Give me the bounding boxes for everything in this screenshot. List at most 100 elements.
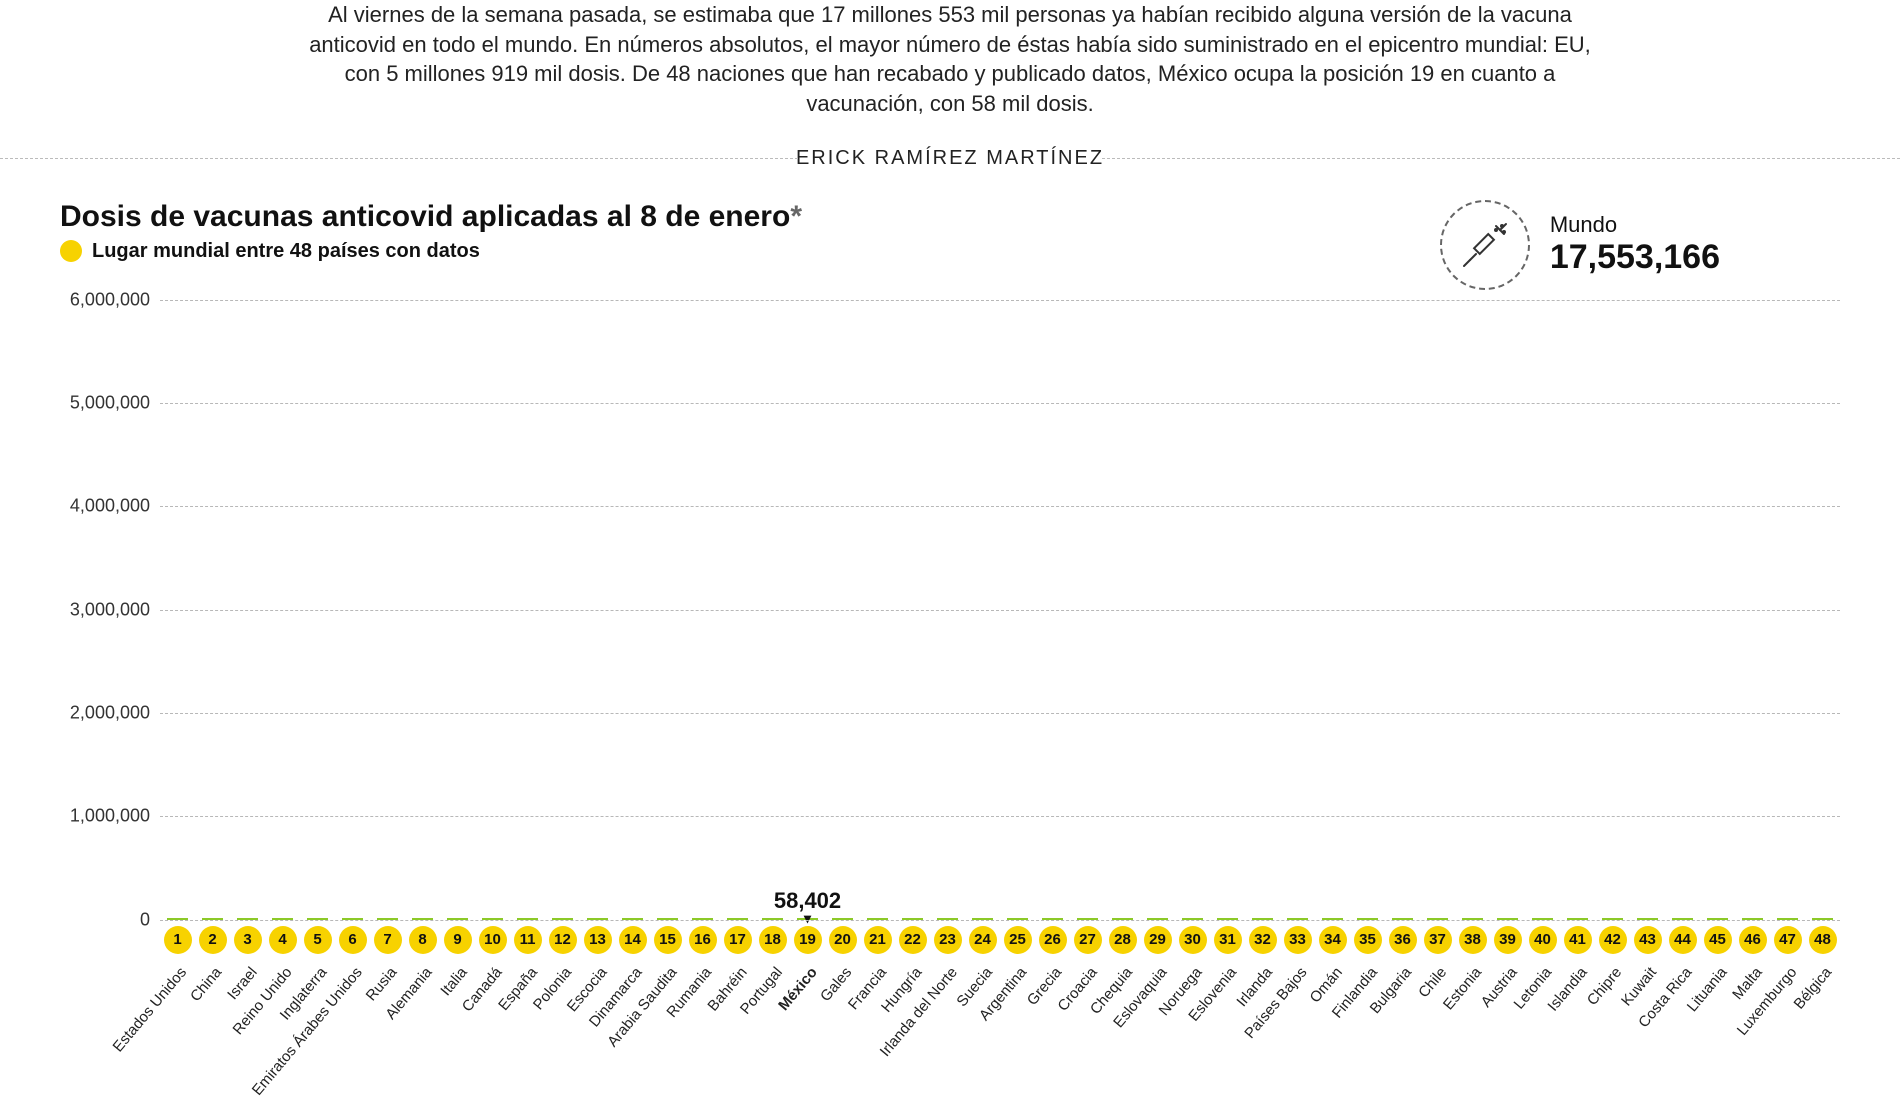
rank-badge: 14 <box>619 926 647 954</box>
rank-badge: 33 <box>1284 926 1312 954</box>
rank-badge: 45 <box>1704 926 1732 954</box>
x-axis-slot: 35Finlandia <box>1350 920 1385 954</box>
x-axis-slot: 28Chequia <box>1105 920 1140 954</box>
x-axis-slot: 6Emiratos Árabes Unidos <box>335 920 370 954</box>
rank-badge: 44 <box>1669 926 1697 954</box>
rank-badge: 28 <box>1109 926 1137 954</box>
country-label: China <box>187 964 225 1005</box>
x-axis-slot: 37Chile <box>1420 920 1455 954</box>
x-axis-slot: 44Costa Rica <box>1665 920 1700 954</box>
x-axis-slot: 4Reino Unido <box>265 920 300 954</box>
rank-badge: 46 <box>1739 926 1767 954</box>
x-axis-slot: 11España <box>510 920 545 954</box>
rank-dot-icon <box>60 240 82 262</box>
gridline <box>160 300 1840 301</box>
rank-badge: 12 <box>549 926 577 954</box>
x-axis-slot: 36Bulgaria <box>1385 920 1420 954</box>
gridline <box>160 816 1840 817</box>
rank-badge: 36 <box>1389 926 1417 954</box>
rank-badge: 41 <box>1564 926 1592 954</box>
country-label: Italia <box>437 964 470 999</box>
rank-badge: 22 <box>899 926 927 954</box>
chart-area: 58,402 01,000,0002,000,0003,000,0004,000… <box>0 300 1900 954</box>
rank-badge: 30 <box>1179 926 1207 954</box>
x-axis-slot: 48Bélgica <box>1805 920 1840 954</box>
x-axis-slot: 27Croacia <box>1070 920 1105 954</box>
x-axis-slot: 1Estados Unidos <box>160 920 195 954</box>
country-label: Estados Unidos <box>110 964 191 1055</box>
x-axis-slot: 9Italia <box>440 920 475 954</box>
x-axis-slot: 2China <box>195 920 230 954</box>
rank-badge: 3 <box>234 926 262 954</box>
x-axis-slot: 20Gales <box>825 920 860 954</box>
x-axis-slot: 21Francia <box>860 920 895 954</box>
chart-title-asterisk: * <box>790 200 802 233</box>
rank-badge: 1 <box>164 926 192 954</box>
rank-badge: 21 <box>864 926 892 954</box>
x-axis-slot: 47Luxemburgo <box>1770 920 1805 954</box>
x-axis-slot: 32Irlanda <box>1245 920 1280 954</box>
rank-badge: 37 <box>1424 926 1452 954</box>
rank-badge: 11 <box>514 926 542 954</box>
x-axis-slot: 42Chipre <box>1595 920 1630 954</box>
world-total-text: Mundo 17,553,166 <box>1550 212 1720 277</box>
x-axis-slot: 14Dinamarca <box>615 920 650 954</box>
y-tick-label: 0 <box>50 909 150 930</box>
x-axis-slot: 3Israel <box>230 920 265 954</box>
x-axis-slot: 39Austria <box>1490 920 1525 954</box>
rank-badge: 20 <box>829 926 857 954</box>
world-total-block: Mundo 17,553,166 <box>1440 200 1840 290</box>
x-axis-slot: 46Malta <box>1735 920 1770 954</box>
rank-badge: 39 <box>1494 926 1522 954</box>
rank-badge: 13 <box>584 926 612 954</box>
gridline <box>160 506 1840 507</box>
x-axis-slot: 5Inglaterra <box>300 920 335 954</box>
author-divider: ERICK RAMÍREZ MARTÍNEZ <box>0 147 1900 170</box>
rank-badge: 42 <box>1599 926 1627 954</box>
rank-badge: 2 <box>199 926 227 954</box>
rank-badge: 40 <box>1529 926 1557 954</box>
author-name: ERICK RAMÍREZ MARTÍNEZ <box>776 147 1124 170</box>
x-axis-slot: 33Países Bajos <box>1280 920 1315 954</box>
y-tick-label: 6,000,000 <box>50 289 150 310</box>
x-axis-slot: 13Escocia <box>580 920 615 954</box>
rank-badge: 15 <box>654 926 682 954</box>
x-axis-slot: 24Suecia <box>965 920 1000 954</box>
description-text: Al viernes de la semana pasada, se estim… <box>0 0 1900 137</box>
rank-badge: 35 <box>1354 926 1382 954</box>
x-axis-slot: 10Canadá <box>475 920 510 954</box>
x-axis-slot: 19México <box>790 920 825 954</box>
rank-badge: 9 <box>444 926 472 954</box>
country-label: Estonia <box>1440 964 1485 1013</box>
rank-badge: 6 <box>339 926 367 954</box>
rank-badge: 24 <box>969 926 997 954</box>
rank-badge: 26 <box>1039 926 1067 954</box>
rank-badge: 16 <box>689 926 717 954</box>
rank-badge: 17 <box>724 926 752 954</box>
gridline <box>160 610 1840 611</box>
rank-badge: 34 <box>1319 926 1347 954</box>
rank-badge: 38 <box>1459 926 1487 954</box>
x-axis-slot: 34Omán <box>1315 920 1350 954</box>
y-tick-label: 3,000,000 <box>50 599 150 620</box>
x-axis-slot: 45Lituania <box>1700 920 1735 954</box>
syringe-icon <box>1440 200 1530 290</box>
x-axis-slot: 15Arabia Saudita <box>650 920 685 954</box>
world-total-number: 17,553,166 <box>1550 238 1720 277</box>
x-axis-slot: 40Letonia <box>1525 920 1560 954</box>
x-axis-slot: 29Eslovaquia <box>1140 920 1175 954</box>
x-axis: 1Estados Unidos2China3Israel4Reino Unido… <box>160 920 1840 954</box>
gridline <box>160 403 1840 404</box>
y-tick-label: 1,000,000 <box>50 806 150 827</box>
chart-subtitle-text: Lugar mundial entre 48 países con datos <box>92 240 480 263</box>
rank-badge: 5 <box>304 926 332 954</box>
gridline <box>160 713 1840 714</box>
x-axis-slot: 18Portugal <box>755 920 790 954</box>
rank-badge: 19 <box>794 926 822 954</box>
x-axis-slot: 12Polonia <box>545 920 580 954</box>
y-tick-label: 4,000,000 <box>50 496 150 517</box>
x-axis-slot: 31Eslovenia <box>1210 920 1245 954</box>
x-axis-slot: 26Grecia <box>1035 920 1070 954</box>
rank-badge: 48 <box>1809 926 1837 954</box>
x-axis-slot: 38Estonia <box>1455 920 1490 954</box>
